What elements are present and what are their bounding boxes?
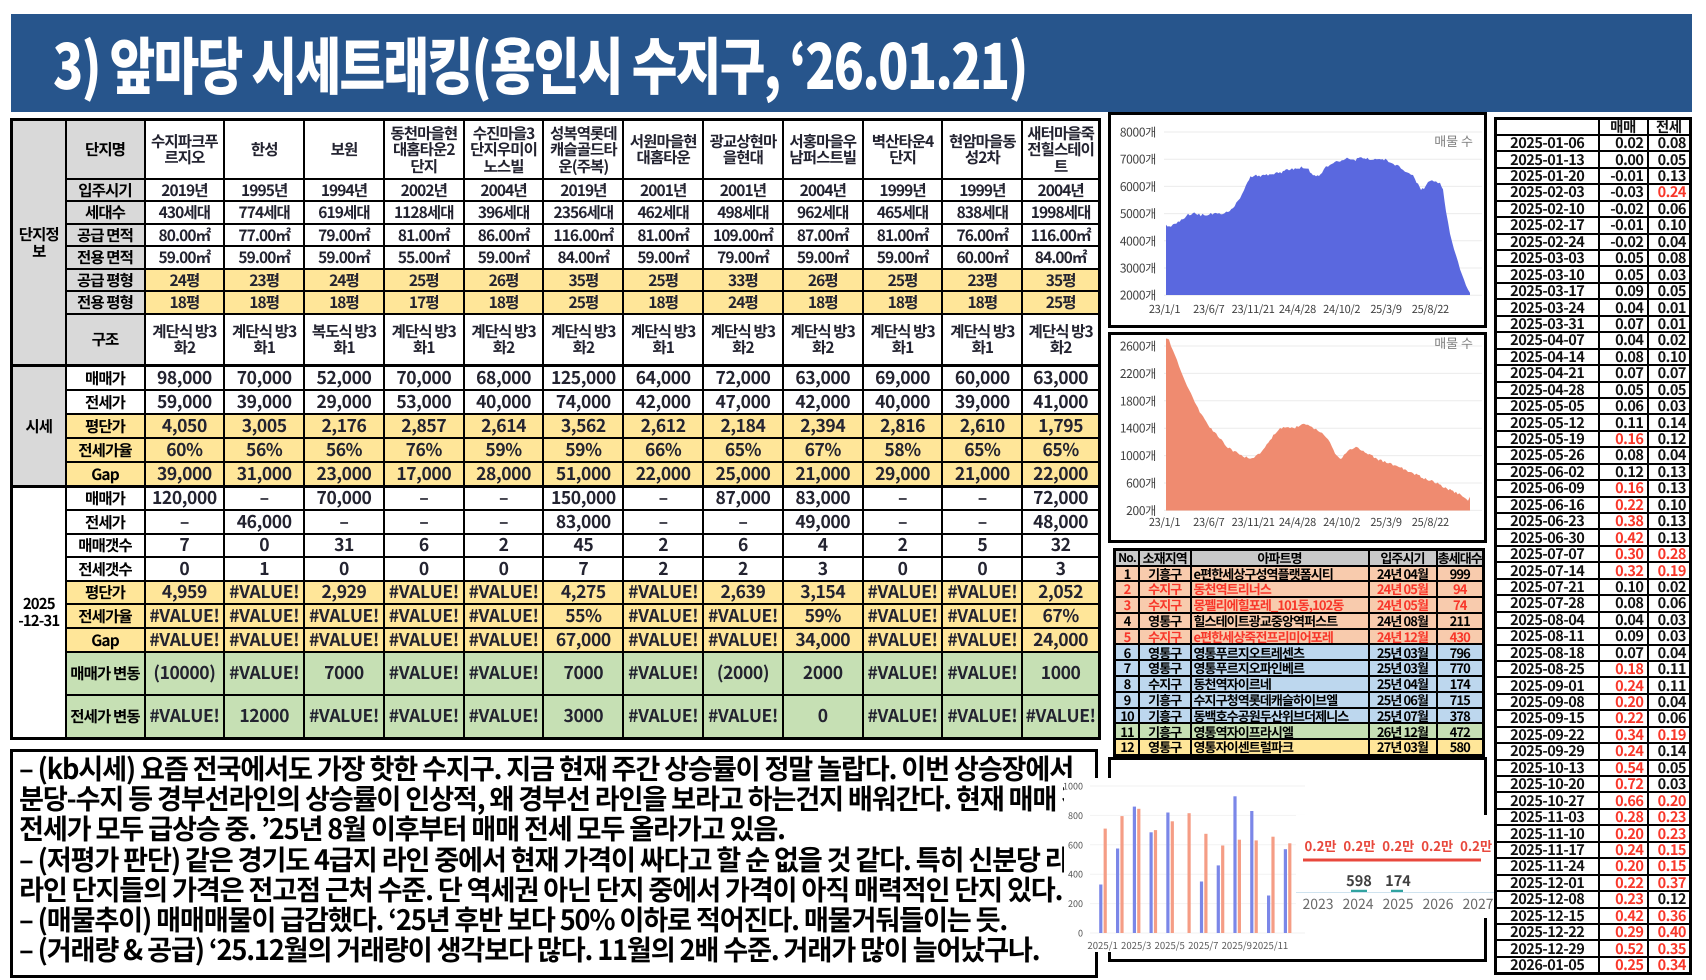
svg-text:2025/5: 2025/5 [1155,938,1185,952]
svg-text:매물 수: 매물 수 [1434,335,1473,352]
svg-text:23/6/7: 23/6/7 [1193,301,1224,317]
svg-text:23/1/1: 23/1/1 [1149,301,1180,317]
svg-text:174: 174 [1385,870,1411,891]
svg-text:5000개: 5000개 [1120,205,1156,222]
svg-text:1000개: 1000개 [1120,447,1156,464]
svg-text:2026: 2026 [1422,894,1453,914]
svg-text:2025/7: 2025/7 [1188,938,1218,952]
svg-text:23/6/7: 23/6/7 [1193,514,1224,530]
svg-text:25/8/22: 25/8/22 [1412,301,1449,317]
svg-text:0: 0 [1078,927,1083,940]
svg-text:800: 800 [1068,809,1083,822]
svg-text:24/4/28: 24/4/28 [1279,301,1316,317]
svg-text:7000개: 7000개 [1120,151,1156,168]
svg-text:4000개: 4000개 [1120,232,1156,249]
svg-text:0.2만: 0.2만 [1305,836,1337,855]
svg-text:25/3/9: 25/3/9 [1370,301,1401,317]
svg-text:598: 598 [1346,870,1372,891]
svg-text:2025/1: 2025/1 [1087,938,1117,952]
svg-text:2027: 2027 [1462,894,1493,914]
svg-text:25/8/22: 25/8/22 [1412,514,1449,530]
svg-text:0.2만: 0.2만 [1382,836,1414,855]
svg-text:0.2만: 0.2만 [1343,836,1375,855]
svg-text:23/1/1: 23/1/1 [1149,514,1180,530]
svg-text:2025/3: 2025/3 [1121,938,1151,952]
svg-text:24/10/2: 24/10/2 [1323,301,1360,317]
svg-text:23/11/21: 23/11/21 [1232,514,1275,530]
svg-text:매물 수: 매물 수 [1434,131,1473,150]
svg-text:1800개: 1800개 [1120,392,1156,409]
svg-text:200: 200 [1068,897,1083,910]
svg-text:2025/9: 2025/9 [1222,938,1252,952]
svg-text:2023: 2023 [1302,894,1333,914]
svg-text:3000개: 3000개 [1120,260,1156,277]
svg-text:2200개: 2200개 [1120,365,1156,382]
svg-text:0.2만: 0.2만 [1460,836,1492,855]
svg-text:23/11/21: 23/11/21 [1232,301,1275,317]
svg-text:2024: 2024 [1342,894,1373,914]
svg-text:2025/11: 2025/11 [1253,938,1289,952]
svg-text:25/3/9: 25/3/9 [1370,514,1401,530]
svg-text:0.2만: 0.2만 [1421,836,1453,855]
svg-text:1000: 1000 [1064,780,1083,793]
svg-text:2600개: 2600개 [1120,338,1156,355]
svg-text:24/4/28: 24/4/28 [1279,514,1316,530]
svg-text:200개: 200개 [1126,502,1156,519]
svg-text:6000개: 6000개 [1120,178,1156,195]
svg-text:400: 400 [1068,868,1083,881]
svg-text:1400개: 1400개 [1120,420,1156,437]
svg-text:24/10/2: 24/10/2 [1323,514,1360,530]
svg-text:8000개: 8000개 [1120,124,1156,141]
svg-text:2025: 2025 [1382,894,1413,914]
svg-text:600: 600 [1068,838,1083,851]
svg-text:2000개: 2000개 [1120,287,1156,304]
svg-text:600개: 600개 [1126,475,1156,492]
